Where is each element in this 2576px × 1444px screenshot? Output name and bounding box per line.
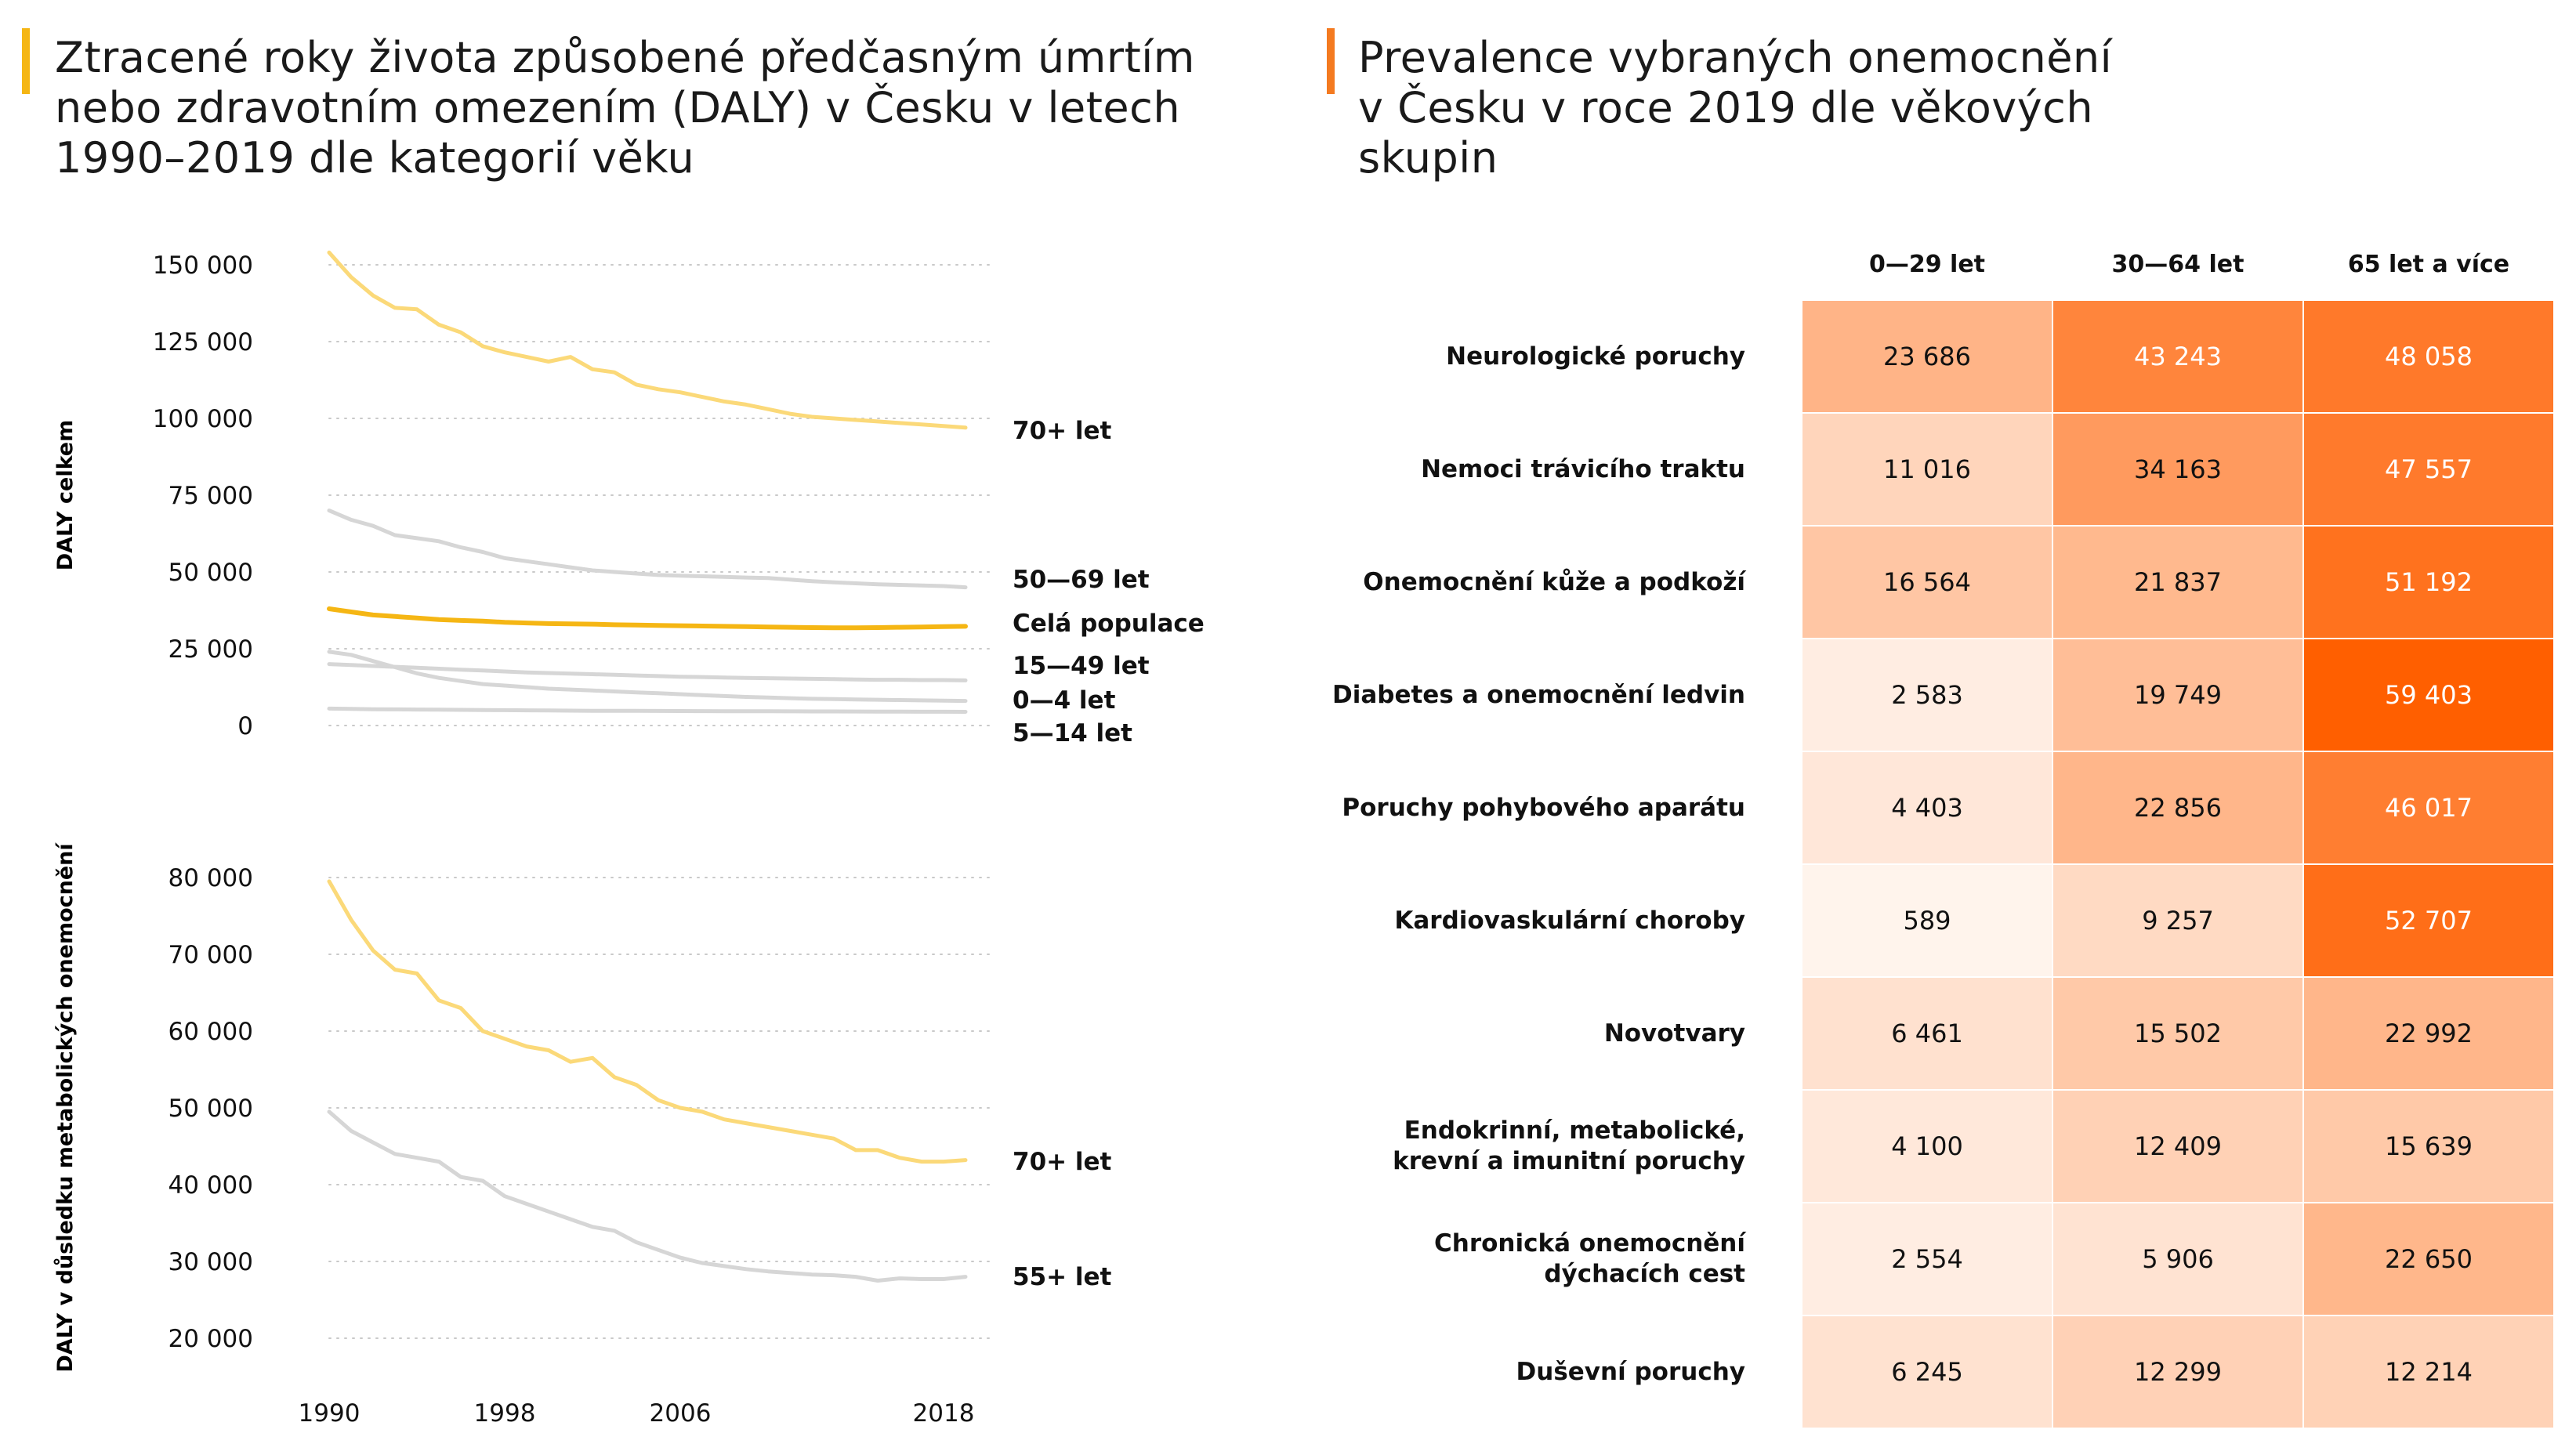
prevalence-heatmap: 0—29 let 30—64 let 65 let a více Neurologic… bbox=[1332, 235, 2555, 1428]
heatmap-cell: 22 650 bbox=[2304, 1203, 2553, 1315]
heatmap-column-header: 65 let a více bbox=[2347, 251, 2510, 278]
daly-total-series-label-3: 15—49 let bbox=[1013, 652, 1150, 680]
heatmap-cell: 59 403 bbox=[2304, 639, 2553, 751]
heatmap-cell: 46 017 bbox=[2304, 752, 2553, 863]
daly-metabolic-x-tick-label: 1990 bbox=[299, 1399, 360, 1428]
line-charts-title: Ztracené roky života způsobené předčasný… bbox=[55, 33, 1195, 183]
daly-total-y-tick-label: 0 bbox=[237, 712, 253, 740]
heatmap-cell: 6 245 bbox=[1802, 1316, 2052, 1428]
heatmap-column-header: 30—64 let bbox=[2111, 251, 2244, 278]
daly-total-y-tick-label: 150 000 bbox=[153, 252, 253, 280]
daly-total-y-tick-label: 100 000 bbox=[153, 405, 253, 433]
daly-total-series-label-4: 0—4 let bbox=[1013, 686, 1116, 715]
accent-bar-right bbox=[1327, 28, 1335, 94]
heatmap-cell: 15 639 bbox=[2304, 1091, 2553, 1202]
daly-metabolic-y-tick-label: 40 000 bbox=[168, 1171, 253, 1200]
daly-total-series-line-1 bbox=[327, 508, 968, 590]
heatmap-column-header: 0—29 let bbox=[1868, 251, 1986, 278]
heatmap-cell: 11 016 bbox=[1802, 414, 2052, 525]
heatmap-cell: 12 299 bbox=[2053, 1316, 2302, 1428]
heatmap-row-label: Neurologické poruchy bbox=[1446, 342, 1745, 371]
daly-metabolic-series-line-0 bbox=[327, 879, 968, 1164]
daly-total-series-line-0 bbox=[327, 250, 968, 430]
heatmap-cell: 12 409 bbox=[2053, 1091, 2302, 1202]
heatmap-row-label: Novotvary bbox=[1603, 1019, 1745, 1048]
daly-total-y-tick-label: 25 000 bbox=[168, 635, 253, 664]
heatmap-cell: 23 686 bbox=[1802, 301, 2052, 412]
heatmap-title: Prevalence vybraných onemocnění v Česku … bbox=[1358, 33, 2113, 183]
heatmap-row-label: Diabetes a onemocnění ledvin bbox=[1332, 680, 1745, 709]
heatmap-cell: 52 707 bbox=[2304, 865, 2553, 976]
heatmap-row-label: Poruchy pohybového aparátu bbox=[1342, 793, 1745, 822]
heatmap-row-label: Endokrinní, metabolické, krevní a imunit… bbox=[1393, 1116, 1745, 1175]
daly-metabolic-x-tick-label: 2018 bbox=[913, 1399, 975, 1428]
daly-metabolic-series-label-0: 70+ let bbox=[1013, 1148, 1112, 1176]
heatmap-cell: 16 564 bbox=[1802, 527, 2052, 638]
daly-total-line-chart: DALY celkem 0 25 000 50 000 75 000 100 000 125… bbox=[53, 250, 1205, 747]
daly-total-y-tick-label: 75 000 bbox=[168, 482, 253, 510]
daly-total-y-tick-label: 50 000 bbox=[168, 559, 253, 587]
heatmap-cell: 12 214 bbox=[2304, 1316, 2553, 1428]
daly-metabolic-y-tick-label: 50 000 bbox=[168, 1095, 253, 1123]
daly-total-series-label-0: 70+ let bbox=[1013, 417, 1112, 445]
daly-total-series-label-5: 5—14 let bbox=[1013, 719, 1132, 747]
heatmap-cell: 51 192 bbox=[2304, 527, 2553, 638]
heatmap-cell: 19 749 bbox=[2053, 639, 2302, 751]
heatmap-row-label: Duševní poruchy bbox=[1516, 1357, 1745, 1386]
heatmap-row-label: Chronická onemocnění dýchacích cest bbox=[1434, 1229, 1745, 1288]
daly-metabolic-y-axis-label: DALY v důsledku metabolických onemocnění bbox=[53, 842, 78, 1373]
heatmap-cell: 22 856 bbox=[2053, 752, 2302, 863]
daly-metabolic-line-chart: DALY v důsledku metabolických onemocnění… bbox=[53, 842, 1112, 1428]
heatmap-row-label: Onemocnění kůže a podkoží bbox=[1363, 567, 1745, 596]
daly-metabolic-x-tick-label: 1998 bbox=[474, 1399, 536, 1428]
daly-metabolic-y-tick-label: 20 000 bbox=[168, 1325, 253, 1353]
daly-total-series-line-3 bbox=[327, 662, 968, 682]
daly-metabolic-y-tick-label: 60 000 bbox=[168, 1018, 253, 1046]
heatmap-cell: 589 bbox=[1802, 865, 2052, 976]
daly-total-series-label-2: Celá populace bbox=[1013, 610, 1205, 638]
heatmap-cell: 6 461 bbox=[1802, 978, 2052, 1089]
heatmap-cell: 2 554 bbox=[1802, 1203, 2052, 1315]
daly-metabolic-series-label-1: 55+ let bbox=[1013, 1263, 1112, 1291]
heatmap-cell: 4 100 bbox=[1802, 1091, 2052, 1202]
heatmap-cell: 22 992 bbox=[2304, 978, 2553, 1089]
heatmap-cell: 4 403 bbox=[1802, 752, 2052, 863]
daly-total-series-line-2 bbox=[327, 606, 968, 631]
daly-total-series-line-5 bbox=[327, 706, 968, 714]
daly-metabolic-y-tick-label: 30 000 bbox=[168, 1248, 253, 1276]
daly-metabolic-y-tick-label: 80 000 bbox=[168, 864, 253, 892]
heatmap-cell: 47 557 bbox=[2304, 414, 2553, 525]
heatmap-row-label: Kardiovaskulární choroby bbox=[1394, 906, 1745, 935]
daly-metabolic-x-tick-label: 2006 bbox=[650, 1399, 712, 1428]
heatmap-cell: 2 583 bbox=[1802, 639, 2052, 751]
daly-total-series-label-1: 50—69 let bbox=[1013, 566, 1150, 594]
heatmap-row-label: Nemoci trávicího traktu bbox=[1421, 454, 1745, 483]
heatmap-cell: 21 837 bbox=[2053, 527, 2302, 638]
daly-total-series-line-4 bbox=[327, 650, 968, 704]
accent-bar-left bbox=[22, 28, 30, 94]
heatmap-cell: 43 243 bbox=[2053, 301, 2302, 412]
heatmap-cell: 9 257 bbox=[2053, 865, 2302, 976]
heatmap-cell: 15 502 bbox=[2053, 978, 2302, 1089]
heatmap-cell: 5 906 bbox=[2053, 1203, 2302, 1315]
daly-total-y-tick-label: 125 000 bbox=[153, 328, 253, 356]
heatmap-cell: 48 058 bbox=[2304, 301, 2553, 412]
daly-metabolic-series-line-1 bbox=[327, 1109, 968, 1283]
daly-total-y-axis-label: DALY celkem bbox=[53, 420, 78, 571]
daly-metabolic-y-tick-label: 70 000 bbox=[168, 941, 253, 969]
heatmap-cell: 34 163 bbox=[2053, 414, 2302, 525]
